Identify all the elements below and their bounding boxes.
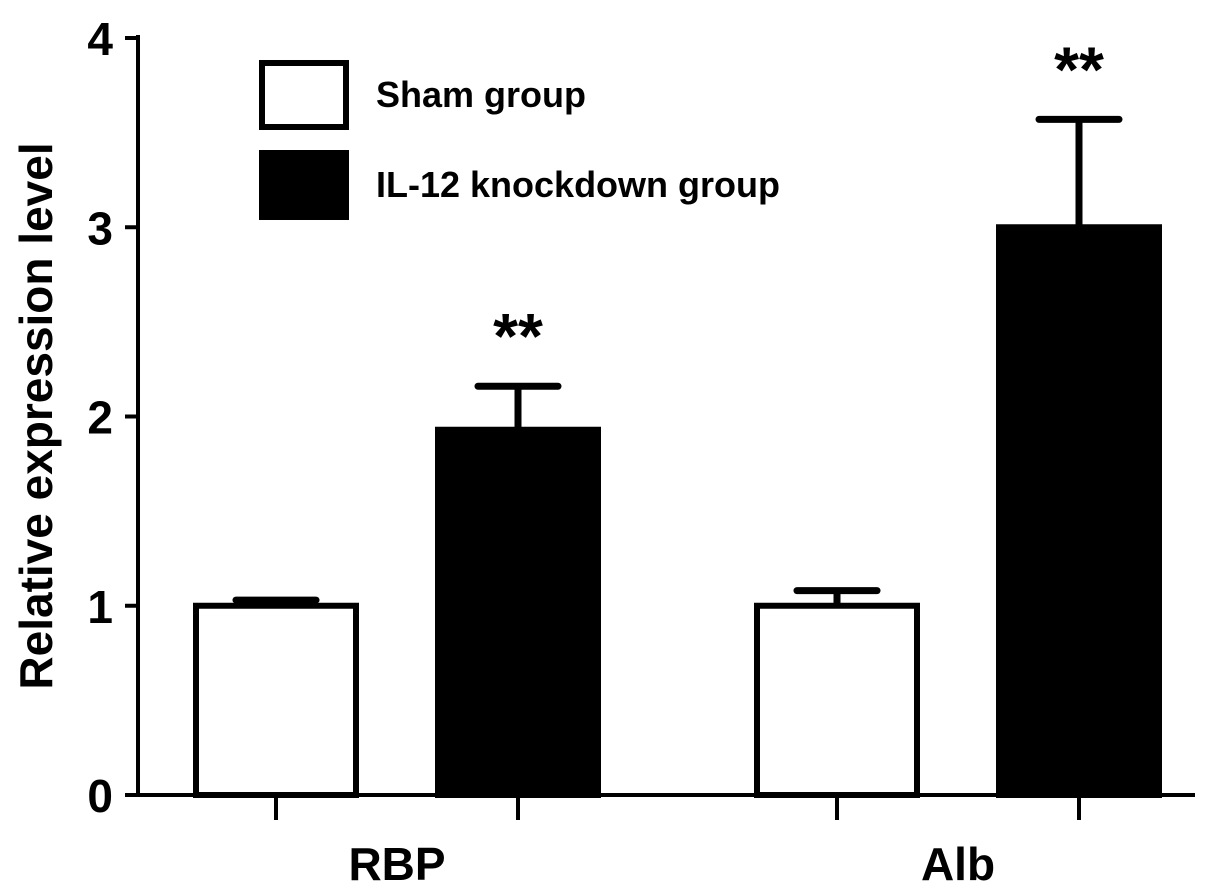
legend-swatch xyxy=(259,150,349,220)
y-tick-label: 1 xyxy=(87,581,113,633)
legend-label: IL-12 knockdown group xyxy=(376,164,780,205)
y-axis-title: Relative expression level xyxy=(10,142,62,689)
x-tick-label: Alb xyxy=(921,838,995,889)
x-tick-label: RBP xyxy=(348,838,445,889)
y-tick-label: 2 xyxy=(87,392,113,444)
bar-alb-series-2 xyxy=(996,224,1162,798)
y-tick-label: 4 xyxy=(87,13,113,65)
legend-label: Sham group xyxy=(376,74,586,115)
significance-marker: ** xyxy=(493,300,543,372)
legend-swatch xyxy=(259,60,349,130)
legend: Sham group IL-12 knockdown group xyxy=(259,60,780,220)
axes: 0 1 2 3 4 RBP Alb xyxy=(87,13,1195,889)
y-tick-label: 0 xyxy=(87,770,113,822)
bar-rbp-series-2 xyxy=(435,426,601,798)
bar-alb-series-1 xyxy=(754,602,920,798)
y-tick-label: 3 xyxy=(87,202,113,254)
bar-rbp-series-1 xyxy=(193,602,359,798)
significance-marker: ** xyxy=(1054,33,1104,105)
plot-area: ** ** xyxy=(193,33,1162,798)
